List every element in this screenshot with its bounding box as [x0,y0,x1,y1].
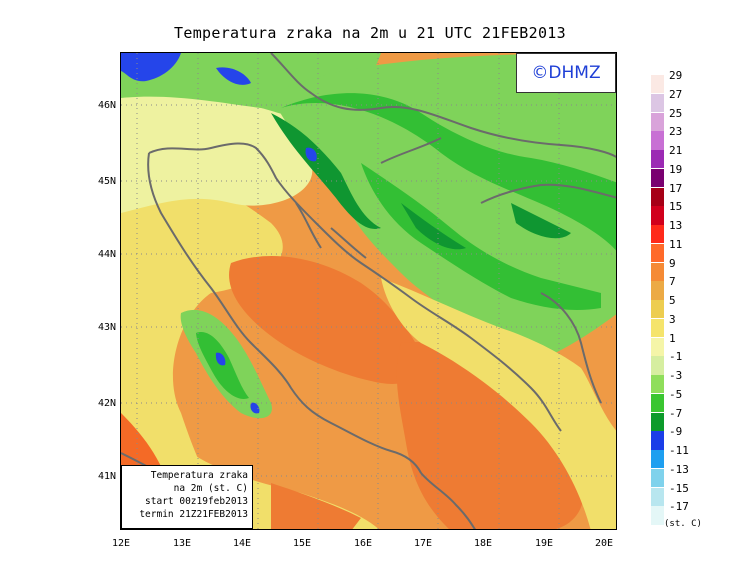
legend-swatch [651,300,664,319]
latitude-label: 42N [97,398,116,409]
map-title: Temperatura zraka na 2m u 21 UTC 21FEB20… [174,24,566,42]
legend-swatch [651,450,664,469]
legend-label: -17 [669,500,689,514]
longitude-label: 20E [594,538,614,549]
latitude-label: 41N [97,471,116,482]
cold-spot-gorski-kotar [305,147,317,162]
legend-swatch [651,487,664,506]
south-sea-hot-zone [271,483,361,529]
longitude-label: 17E [413,538,433,549]
dark-green-serbia [511,203,571,239]
info-line-start: start 00z19feb2013 [145,496,248,507]
legend-swatch [651,506,664,525]
legend-swatch [651,243,664,263]
legend-label: 9 [669,256,676,270]
legend-label: 25 [669,106,683,120]
apennine-cold-spot [215,352,226,366]
legend-swatch [651,281,664,300]
legend-swatch [651,93,664,113]
legend-swatch [651,375,664,394]
balkan-mid-zone [281,93,616,251]
legend-label: 11 [669,237,683,251]
dark-green-velebit [271,113,381,229]
dinaric-mid-zone [361,163,601,310]
apennine-cold-spot-2 [250,402,260,414]
legend-swatch [651,168,664,188]
longitude-label: 18E [473,538,493,549]
longitude-label: 14E [232,538,252,549]
apennine-mid-zone [196,332,249,399]
legend-label: -7 [669,406,683,420]
legend-label: 1 [669,331,676,345]
dhmz-logo-text: ©DHMZ [531,63,601,83]
legend-swatch [651,112,664,131]
legend-swatch [651,356,664,375]
longitude-label: 13E [172,538,192,549]
info-line-termin: termin 21Z21FEB2013 [139,509,248,520]
legend-label: 15 [669,200,683,214]
legend-swatch [651,262,664,281]
temperature-field [121,53,616,529]
map-info-box: Temperatura zraka na 2m (st. C) start 00… [121,465,253,529]
legend-label: -11 [669,444,689,457]
legend-swatch [651,150,664,169]
legend-swatch [651,187,664,206]
latitude-label: 43N [97,322,116,333]
legend-label: 23 [669,125,683,139]
info-line-unit: na 2m (st. C) [173,483,248,494]
sea-hot-south [396,342,585,529]
legend-label: -15 [669,481,689,495]
legend-label: 29 [669,69,683,82]
legend-swatch [651,318,664,338]
legend-swatch [651,412,664,431]
longitude-label: 15E [292,538,312,549]
longitude-label: 12E [111,538,131,549]
legend-label: 5 [669,294,676,307]
legend-label: -13 [669,462,689,476]
balkan-coast-zone [381,278,616,529]
legend-label: -3 [669,369,683,382]
longitude-label: 16E [353,538,373,549]
latitude-label: 46N [97,100,116,111]
latitude-label: 44N [97,249,116,260]
cold-spot-alps [216,67,251,85]
legend-label: 19 [669,162,683,176]
cold-spot-northwest [121,53,181,82]
legend-swatch [651,337,664,356]
dhmz-logo-box: ©DHMZ [516,53,616,93]
legend-label: -1 [669,350,683,364]
legend-swatch [651,468,664,488]
legend-label: 13 [669,219,683,232]
legend-unit: (st. C) [664,519,702,529]
info-line-variable: Temperatura zraka [150,470,248,481]
legend-label: -5 [669,387,683,401]
longitude-label: 19E [534,538,554,549]
sea-hot-north [229,255,424,384]
legend-label: 7 [669,275,676,289]
legend-swatch [651,75,664,94]
legend-swatch [651,393,664,413]
legend-label: 21 [669,144,683,157]
latitude-label: 45N [97,176,116,187]
coastlines [121,53,616,529]
dark-green-bosnia [401,203,466,250]
legend-label: 17 [669,181,683,195]
temperature-map[interactable] [120,52,617,530]
legend-label: 3 [669,312,676,326]
legend-label: 27 [669,87,683,101]
legend-swatch [651,431,664,450]
legend-swatch [651,206,664,225]
legend-label: -9 [669,425,683,439]
legend-swatch [651,131,664,150]
legend-swatch [651,225,664,244]
